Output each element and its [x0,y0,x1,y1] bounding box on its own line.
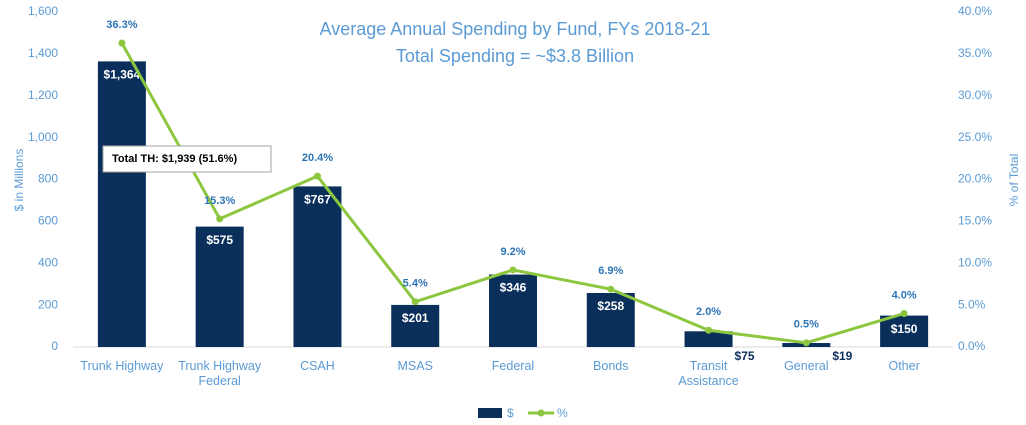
x-tick-label: Other [888,359,920,373]
bar-value-label: $19 [832,349,852,363]
y2-tick-label: 35.0% [958,46,992,60]
chart-title: Average Annual Spending by Fund, FYs 201… [320,19,711,39]
y2-tick-label: 40.0% [958,4,992,18]
y2-tick-label: 30.0% [958,88,992,102]
line-value-label: 15.3% [204,195,235,207]
y-tick-label: 0 [51,339,58,353]
line-value-label: 2.0% [696,306,721,318]
y2-tick-label: 25.0% [958,130,992,144]
x-tick-label: Bonds [593,359,629,373]
legend-label: $ [507,406,514,420]
bar [195,226,244,347]
x-tick-label: Transit Assistance [678,359,739,388]
bar [391,304,440,347]
bar-value-label: $201 [402,311,429,325]
line-point [216,215,224,223]
y-tick-label: 600 [38,214,58,228]
bar [684,331,733,347]
legend-swatch [478,408,502,418]
line-point [900,310,908,317]
bar-value-label: $346 [500,281,527,295]
y2-tick-label: 20.0% [958,172,992,186]
y-tick-label: 1,000 [28,130,58,144]
y2-tick-label: 15.0% [958,214,992,228]
bar [489,274,537,347]
x-tick-label: CSAH [300,359,335,373]
x-tick-label: Trunk Highway [80,359,164,373]
line-value-label: 6.9% [598,265,623,277]
bar-value-label: $258 [597,299,624,313]
y-axis-title: $ in Millions [12,149,26,212]
line-point [607,285,615,293]
y-tick-label: 1,600 [28,4,58,18]
y2-tick-label: 5.0% [958,297,986,311]
line-value-label: 4.0% [892,289,917,301]
y-tick-label: 1,400 [28,46,58,60]
legend-swatch [537,409,545,417]
bar [293,186,342,347]
line-point [705,326,713,334]
line-point [509,266,517,274]
legend-label: % [557,406,568,420]
x-tick-label: Trunk Highway Federal [178,359,262,388]
bar [880,315,929,347]
bar [97,61,146,347]
y-tick-label: 400 [38,255,58,269]
line-point [411,298,419,306]
y-tick-label: 200 [38,297,58,311]
line-value-label: 36.3% [106,19,137,31]
line-value-label: 5.4% [403,278,428,290]
y2-tick-label: 10.0% [958,255,992,269]
y2-axis-title: % of Total [1007,154,1021,206]
bar-value-label: $1,364 [104,68,141,82]
x-tick-label: General [784,359,829,373]
bar [586,292,635,347]
y-tick-label: 1,200 [28,88,58,102]
line-value-label: 20.4% [302,152,333,164]
x-tick-label: Federal [491,359,535,373]
line-value-label: 9.2% [500,246,525,258]
y-tick-label: 800 [38,172,58,186]
bar-value-label: $575 [206,233,233,247]
x-tick-label: MSAS [397,359,433,373]
bar-value-label: $150 [891,322,918,336]
chart-subtitle: Total Spending = ~$3.8 Billion [396,46,634,66]
line-point [118,39,126,47]
line-value-label: 0.5% [794,319,819,331]
annotation: Total TH: $1,939 (51.6%) [112,153,237,165]
line-point [313,172,321,180]
y2-tick-label: 0.0% [958,339,986,353]
bar-value-label: $767 [304,193,331,207]
annotation-box [102,145,272,173]
line-point [802,339,810,347]
bar-value-label: $75 [735,349,755,363]
